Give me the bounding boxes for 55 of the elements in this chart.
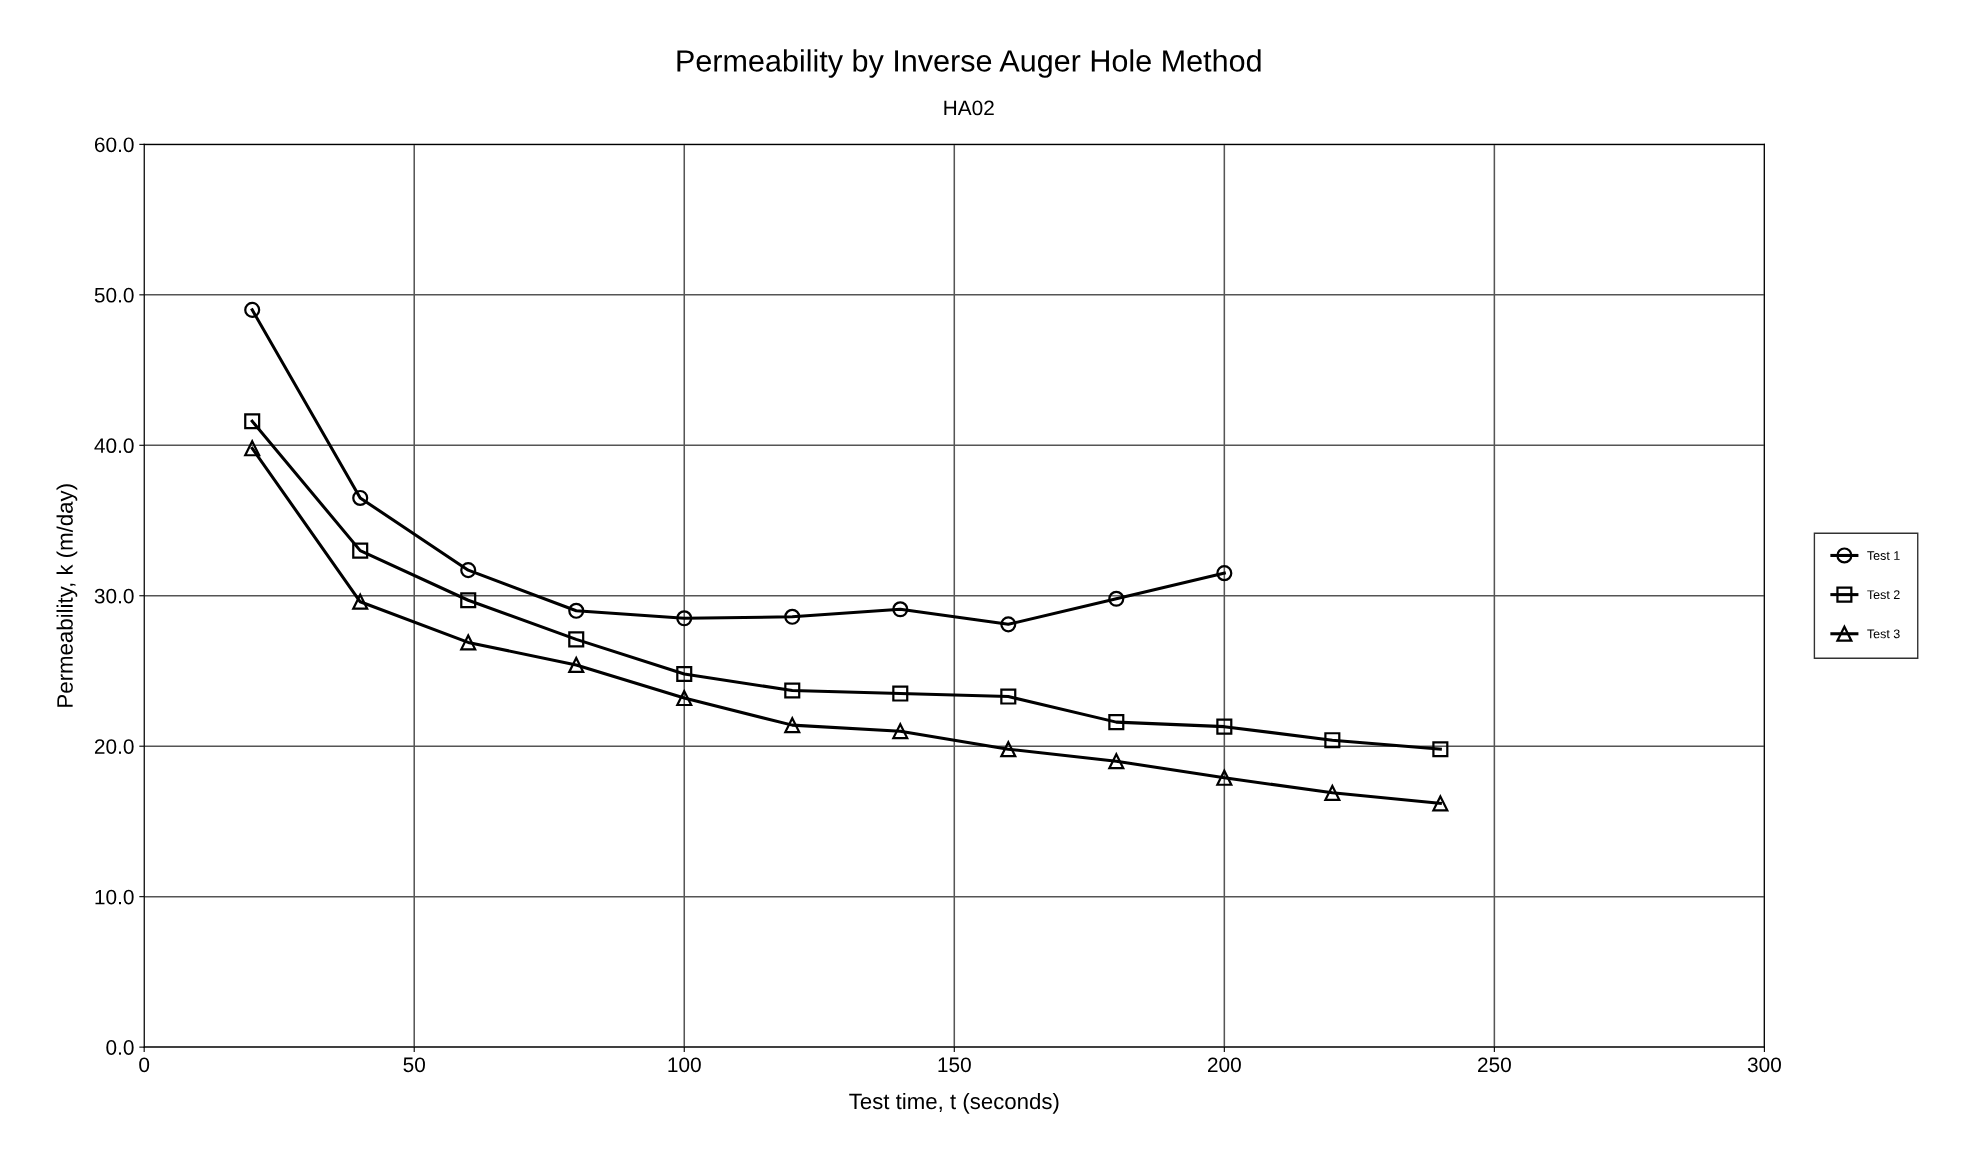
chart-title: Permeability by Inverse Auger Hole Method xyxy=(677,49,1261,78)
point xyxy=(352,542,369,559)
point xyxy=(1432,741,1449,758)
point xyxy=(568,631,585,648)
point xyxy=(1108,714,1125,731)
point xyxy=(244,301,261,318)
point xyxy=(784,608,801,625)
point xyxy=(1324,784,1341,801)
x-tick-label: 150 xyxy=(938,1057,971,1073)
point xyxy=(1108,753,1125,770)
y-tick-label: 40.0 xyxy=(94,438,134,454)
point xyxy=(1216,769,1233,786)
point xyxy=(568,656,585,674)
point xyxy=(676,610,693,627)
point xyxy=(784,682,801,699)
point xyxy=(892,723,909,740)
point xyxy=(460,592,477,609)
point xyxy=(568,602,585,619)
x-tick-label: 50 xyxy=(403,1057,425,1073)
point xyxy=(892,601,909,618)
point xyxy=(892,685,909,702)
x-tick-label: 250 xyxy=(1478,1057,1511,1073)
x-tick-label: 0 xyxy=(139,1057,150,1073)
y-tick-label: 10.0 xyxy=(95,889,134,905)
x-axis-title: Test time, t (seconds) xyxy=(849,1092,1059,1114)
y-tick-label: 50.0 xyxy=(94,287,134,303)
point xyxy=(1432,795,1449,812)
legend-label: Test 3 xyxy=(1867,629,1900,639)
point xyxy=(244,413,261,430)
x-tick-label: 200 xyxy=(1208,1057,1241,1073)
point xyxy=(1324,732,1341,749)
point xyxy=(244,440,261,457)
point xyxy=(460,634,477,651)
point xyxy=(1000,741,1017,758)
point xyxy=(676,665,693,683)
y-axis-title: Permeability, k (m/day) xyxy=(56,484,78,707)
chart-subtitle: HA02 xyxy=(944,100,994,116)
point xyxy=(1000,688,1017,705)
y-tick-label: 60.0 xyxy=(94,137,134,153)
x-tick-label: 300 xyxy=(1747,1057,1781,1073)
y-tick-label: 0.0 xyxy=(106,1040,134,1055)
point xyxy=(1216,565,1233,582)
x-tick-label: 100 xyxy=(668,1057,701,1073)
legend-label: Test 2 xyxy=(1867,590,1900,600)
y-tick-label: 30.0 xyxy=(94,588,134,604)
point xyxy=(460,562,477,579)
point xyxy=(1216,718,1233,735)
point xyxy=(676,690,693,707)
point xyxy=(1108,590,1125,607)
point xyxy=(352,489,369,507)
point xyxy=(1000,616,1017,633)
y-tick-label: 20.0 xyxy=(94,739,134,754)
point xyxy=(784,717,801,734)
legend-label: Test 1 xyxy=(1867,551,1900,560)
point xyxy=(352,593,369,610)
